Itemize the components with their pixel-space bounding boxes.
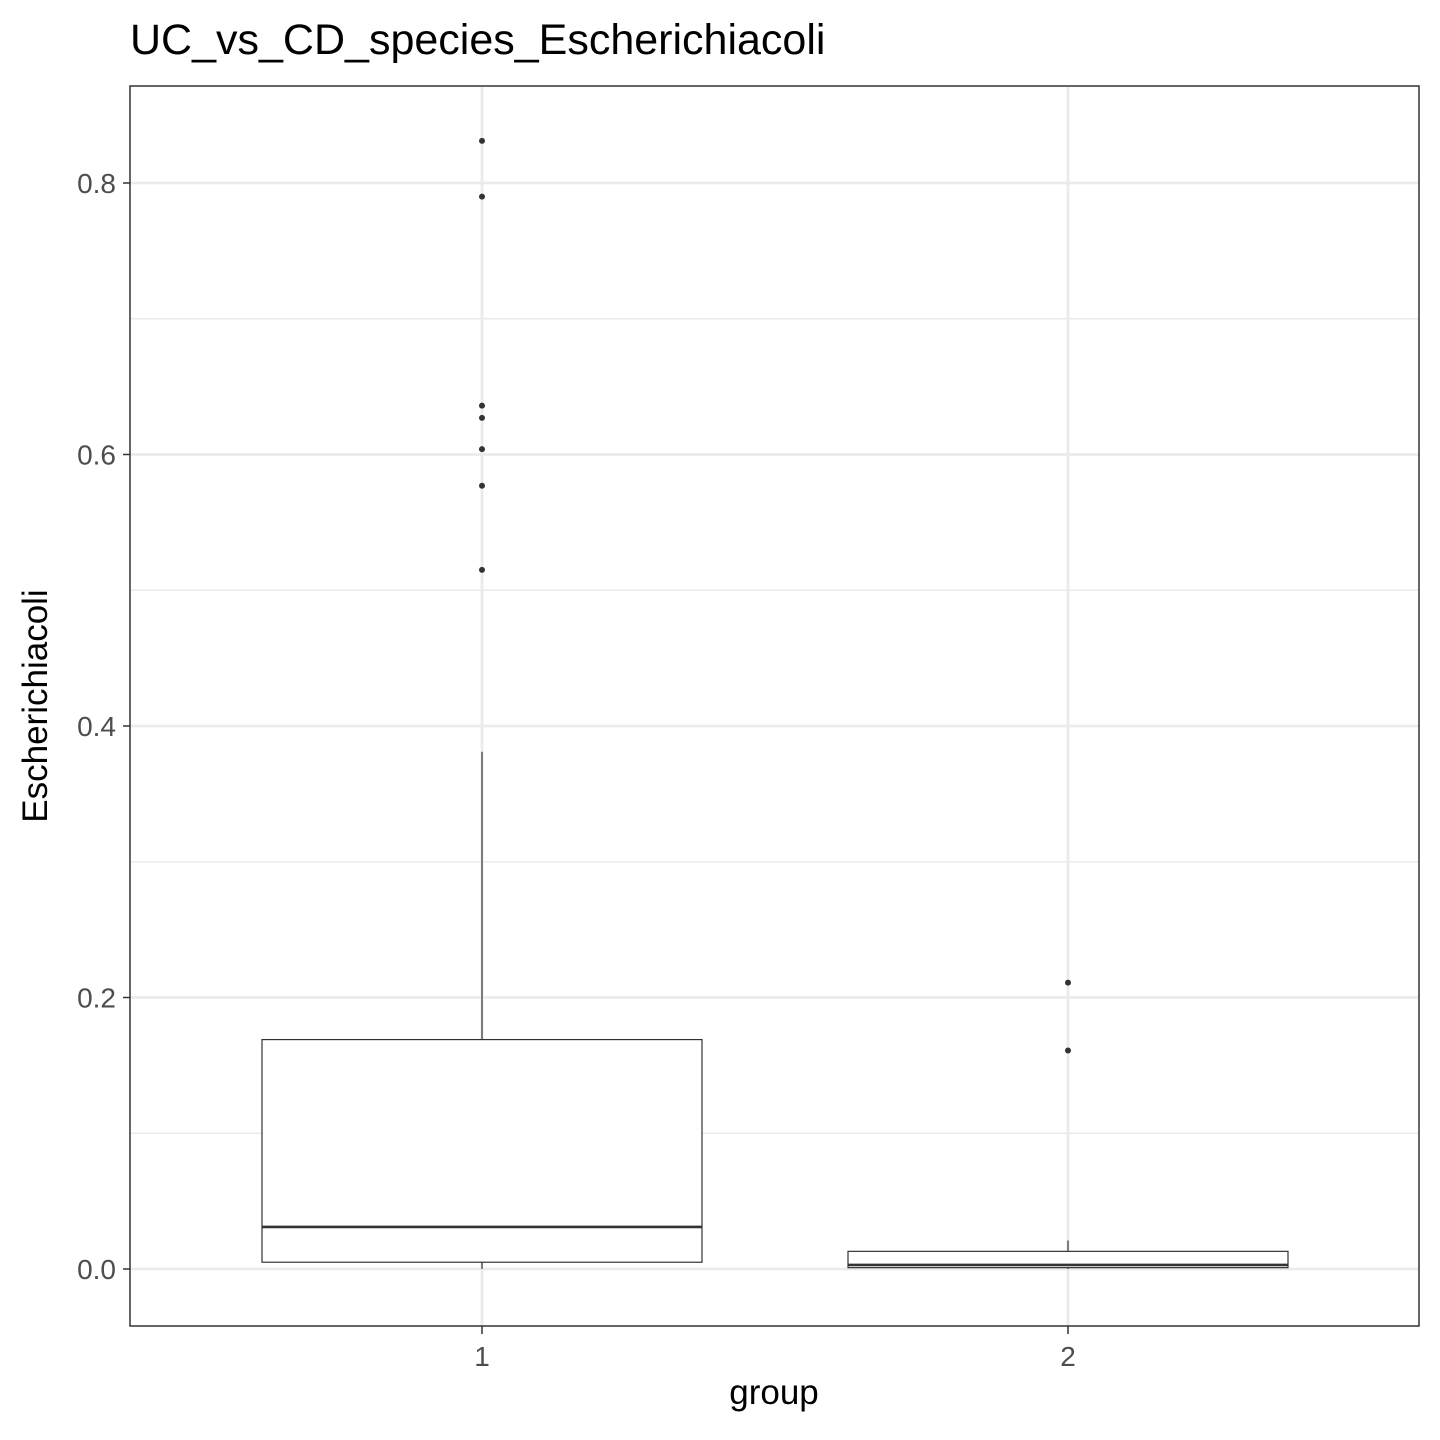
box	[847, 1250, 1289, 1269]
outlier-point	[1065, 979, 1071, 986]
outlier-point	[479, 414, 485, 421]
chart-title: UC_vs_CD_species_Escherichiacoli	[130, 16, 825, 64]
box	[261, 1038, 703, 1263]
y-tick-label: 0.4	[77, 711, 116, 742]
outlier-point	[479, 446, 485, 453]
y-axis-title: Escherichiacoli	[16, 589, 55, 822]
y-tick-label: 0.8	[77, 168, 116, 199]
outlier-point	[479, 482, 485, 489]
plot-panel-border	[129, 85, 1420, 1327]
y-tick-label: 0.2	[77, 983, 116, 1014]
x-tick-label: 1	[474, 1341, 490, 1372]
x-tick-label: 2	[1060, 1341, 1076, 1372]
y-tick-label: 0.6	[77, 440, 116, 471]
outlier-point	[479, 566, 485, 573]
boxplots	[261, 137, 1289, 1269]
box-group-2	[847, 979, 1289, 1269]
x-axis-title: group	[729, 1373, 819, 1412]
y-axis: 0.0 0.2 0.4 0.6 0.8	[77, 168, 130, 1285]
box-group-1	[261, 137, 703, 1269]
outlier-point	[479, 402, 485, 409]
outlier-point	[479, 193, 485, 200]
outlier-point	[1065, 1047, 1071, 1054]
outlier-point	[479, 137, 485, 144]
y-tick-label: 0.0	[77, 1254, 116, 1285]
